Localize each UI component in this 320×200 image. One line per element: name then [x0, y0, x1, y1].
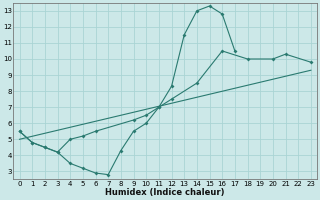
X-axis label: Humidex (Indice chaleur): Humidex (Indice chaleur) [106, 188, 225, 197]
